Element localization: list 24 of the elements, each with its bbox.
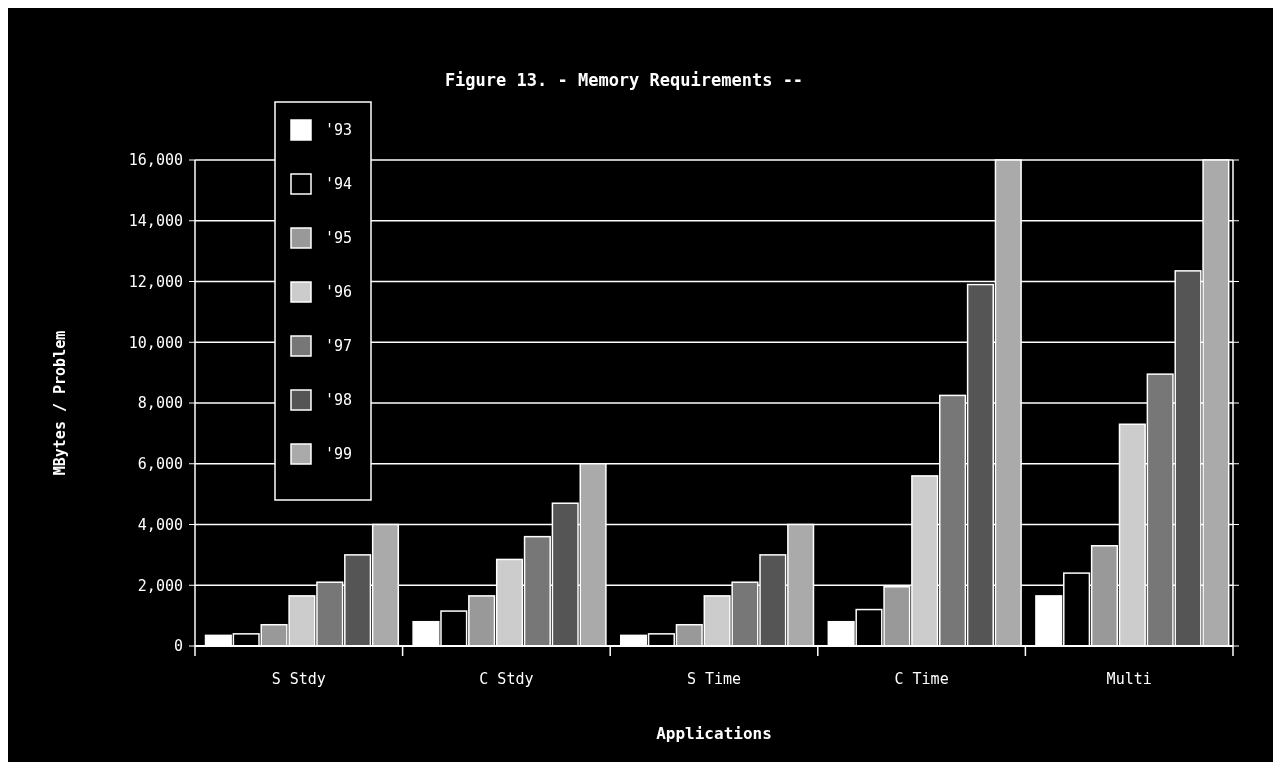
x-tick-label: S Time — [686, 670, 742, 688]
legend-label: '97 — [325, 337, 353, 356]
y-tick-label: 6,000 — [137, 455, 183, 473]
y-tick-label: 0 — [173, 637, 183, 656]
chart-title: Figure 13. - Memory Requirements -- — [444, 70, 804, 90]
legend-label: '98 — [325, 391, 353, 410]
x-tick-label: Multi — [1106, 670, 1152, 688]
y-tick-label: 12,000 — [128, 272, 183, 291]
legend-label: '93 — [325, 121, 353, 140]
x-tick-label: S Stdy — [271, 670, 326, 688]
x-axis-title: Applications — [656, 724, 772, 743]
y-tick-label: 2,000 — [137, 576, 183, 595]
y-tick-label: 8,000 — [137, 394, 183, 413]
legend-label: '94 — [325, 175, 353, 194]
y-axis-title: MBytes / Problem — [51, 330, 69, 476]
y-tick-label: 10,000 — [128, 333, 183, 352]
y-tick-label: 14,000 — [128, 212, 183, 230]
legend-label: '99 — [325, 445, 353, 464]
y-tick-label: 16,000 — [128, 151, 183, 170]
x-tick-label: C Time — [894, 670, 949, 688]
y-tick-label: 4,000 — [137, 515, 183, 534]
legend-label: '96 — [325, 283, 353, 302]
legend-label: '95 — [325, 229, 353, 248]
x-tick-label: C Stdy — [479, 670, 534, 688]
